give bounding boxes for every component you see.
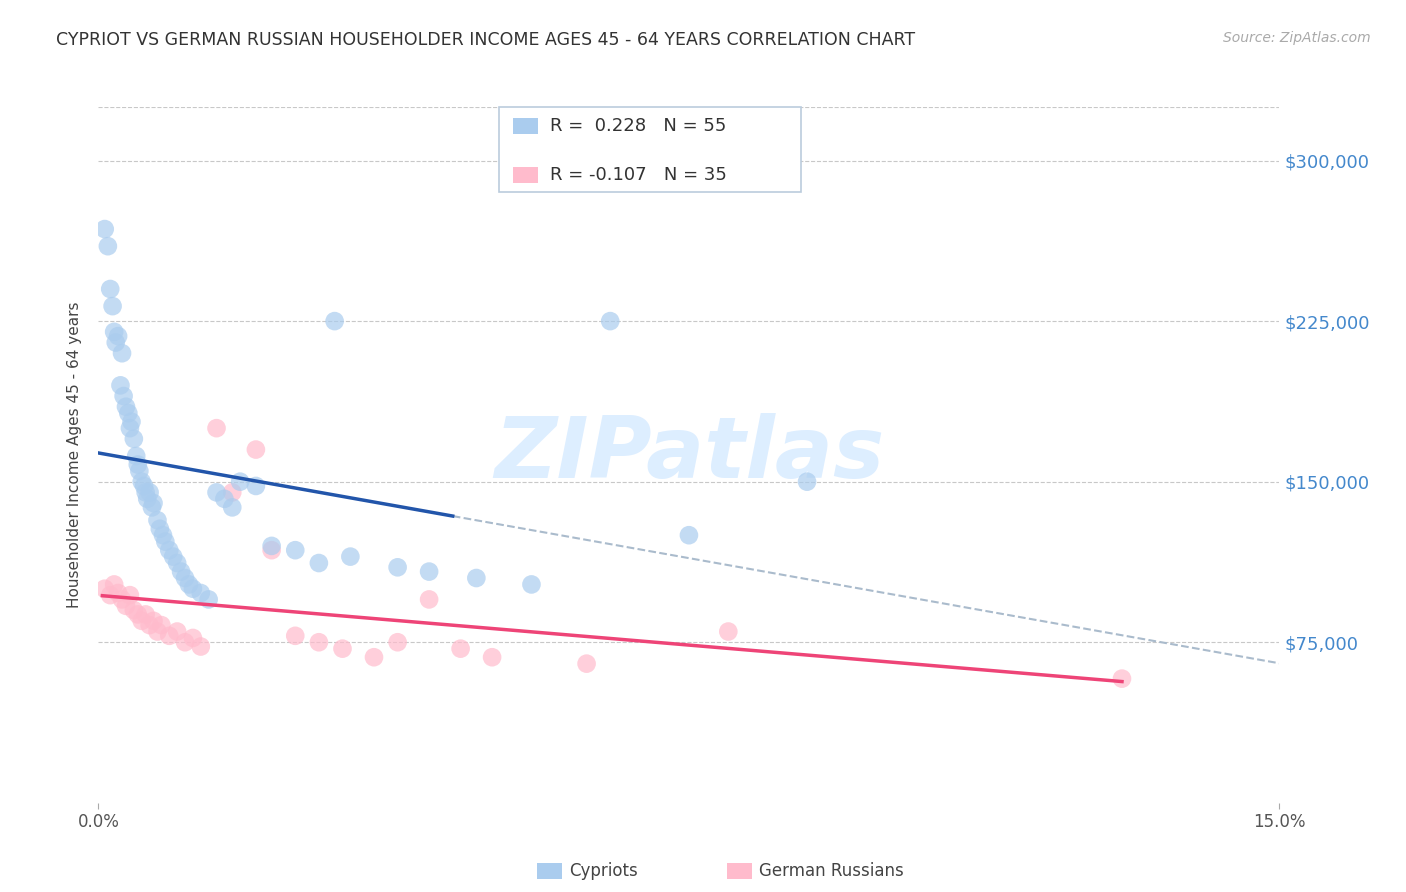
Point: [93, 222, 115, 236]
Point: [117, 406, 139, 420]
Point: [138, 618, 160, 632]
Point: [135, 607, 157, 622]
Point: [141, 500, 163, 515]
Point: [450, 641, 472, 656]
Point: [107, 329, 129, 343]
Point: [221, 485, 243, 500]
Point: [93, 582, 115, 596]
Point: [678, 528, 700, 542]
Text: Source: ZipAtlas.com: Source: ZipAtlas.com: [1223, 31, 1371, 45]
Point: [149, 522, 172, 536]
Point: [118, 588, 141, 602]
Point: [205, 421, 228, 435]
Point: [520, 577, 543, 591]
Point: [339, 549, 361, 564]
Point: [98, 588, 121, 602]
Point: [128, 464, 150, 478]
Point: [136, 491, 159, 506]
Point: [152, 528, 174, 542]
Point: [103, 325, 125, 339]
Point: [323, 314, 346, 328]
Point: [284, 629, 307, 643]
Point: [118, 421, 141, 435]
Point: [97, 239, 120, 253]
Point: [142, 614, 165, 628]
Point: [150, 618, 173, 632]
Point: [98, 282, 121, 296]
Point: [103, 577, 125, 591]
Point: [157, 543, 180, 558]
Point: [481, 650, 503, 665]
Point: [111, 346, 134, 360]
Text: Cypriots: Cypriots: [569, 862, 638, 880]
Point: [110, 378, 132, 392]
Point: [101, 299, 124, 313]
Point: [125, 449, 148, 463]
Point: [104, 335, 127, 350]
Text: R =  0.228   N = 55: R = 0.228 N = 55: [550, 117, 725, 135]
Point: [181, 631, 204, 645]
Point: [308, 556, 330, 570]
Point: [131, 614, 153, 628]
Point: [135, 485, 157, 500]
Point: [387, 560, 409, 574]
Text: German Russians: German Russians: [759, 862, 904, 880]
Point: [146, 513, 169, 527]
Point: [162, 549, 184, 564]
Point: [599, 314, 621, 328]
Point: [387, 635, 409, 649]
Point: [1111, 672, 1133, 686]
Point: [122, 432, 145, 446]
Point: [245, 442, 267, 457]
Point: [245, 479, 267, 493]
Text: CYPRIOT VS GERMAN RUSSIAN HOUSEHOLDER INCOME AGES 45 - 64 YEARS CORRELATION CHAR: CYPRIOT VS GERMAN RUSSIAN HOUSEHOLDER IN…: [56, 31, 915, 49]
Point: [138, 485, 160, 500]
Point: [166, 556, 188, 570]
Point: [260, 539, 283, 553]
Point: [284, 543, 307, 558]
Point: [157, 629, 180, 643]
Y-axis label: Householder Income Ages 45 - 64 years: Householder Income Ages 45 - 64 years: [67, 301, 83, 608]
Point: [166, 624, 188, 639]
Point: [308, 635, 330, 649]
Point: [332, 641, 354, 656]
Point: [132, 479, 155, 493]
Point: [181, 582, 204, 596]
Point: [796, 475, 818, 489]
Point: [418, 592, 440, 607]
Point: [115, 400, 138, 414]
Point: [418, 565, 440, 579]
Point: [131, 475, 153, 489]
Point: [122, 603, 145, 617]
Point: [205, 485, 228, 500]
Point: [112, 389, 135, 403]
Point: [174, 635, 197, 649]
Point: [177, 577, 200, 591]
Point: [465, 571, 488, 585]
Point: [575, 657, 598, 671]
Point: [190, 640, 212, 654]
Point: [260, 543, 283, 558]
Point: [146, 624, 169, 639]
Point: [363, 650, 385, 665]
Point: [229, 475, 252, 489]
Text: ZIPatlas: ZIPatlas: [494, 413, 884, 497]
Point: [221, 500, 243, 515]
Point: [111, 592, 134, 607]
Point: [121, 415, 143, 429]
Text: R = -0.107   N = 35: R = -0.107 N = 35: [550, 166, 727, 184]
Point: [155, 534, 177, 549]
Point: [127, 458, 149, 472]
Point: [190, 586, 212, 600]
Point: [717, 624, 740, 639]
Point: [174, 571, 197, 585]
Point: [115, 599, 138, 613]
Point: [142, 496, 165, 510]
Point: [214, 491, 236, 506]
Point: [107, 586, 129, 600]
Point: [197, 592, 219, 607]
Point: [170, 565, 193, 579]
Point: [127, 607, 149, 622]
